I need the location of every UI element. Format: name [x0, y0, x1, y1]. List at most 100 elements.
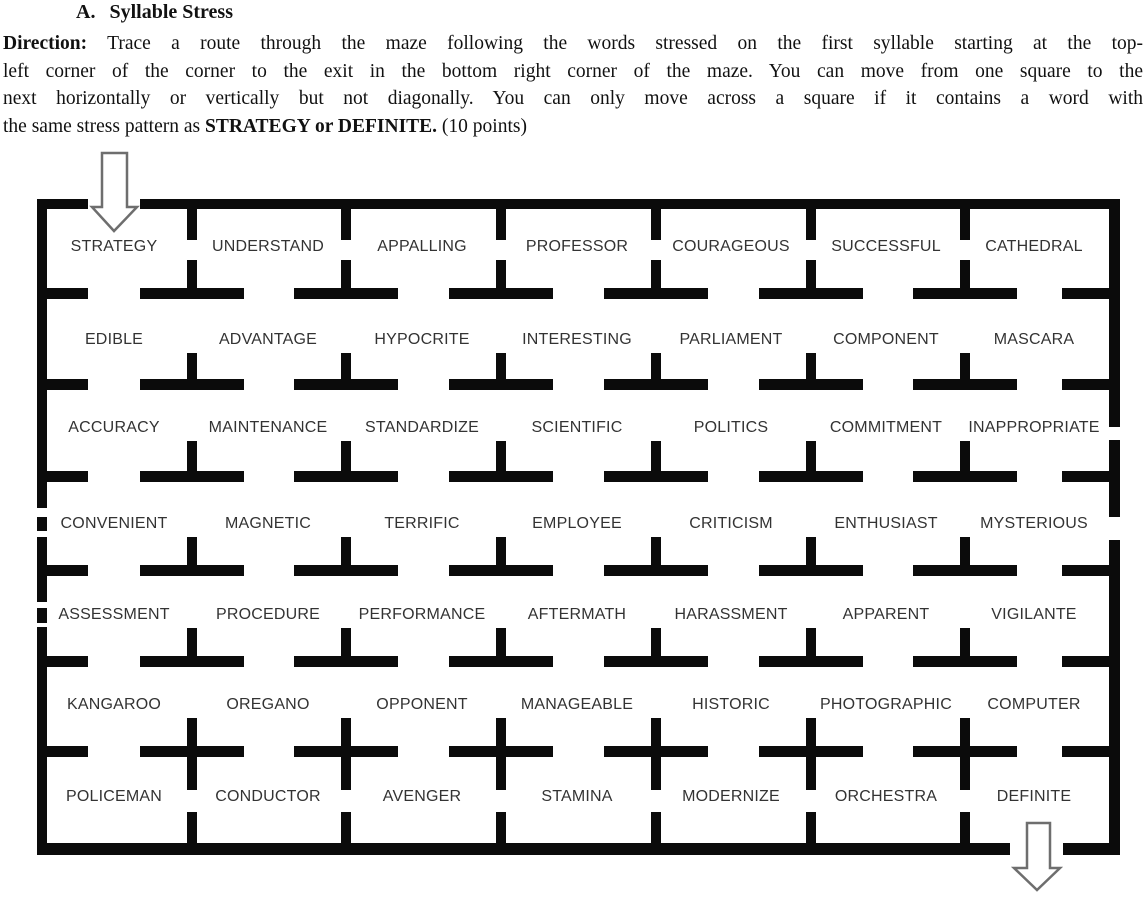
- maze-word: ASSESSMENT: [58, 606, 170, 623]
- maze-word: EMPLOYEE: [532, 515, 622, 532]
- maze-word: PROFESSOR: [525, 238, 629, 255]
- maze-wall-segment: [651, 628, 661, 667]
- maze-word: ACCURACY: [68, 419, 160, 436]
- direction-line-1: Direction: Trace a route through the maz…: [3, 33, 1143, 54]
- maze-wall-segment: [496, 628, 506, 667]
- maze-word: ENTHUSIAST: [834, 515, 938, 532]
- maze-word: PERFORMANCE: [358, 606, 486, 623]
- maze-word: STRATEGY: [70, 238, 158, 255]
- maze-wall-segment: [960, 260, 970, 299]
- maze-word: STAMINA: [541, 788, 613, 805]
- maze-wall-segment: [496, 260, 506, 299]
- maze-wall-segment: [37, 843, 1010, 855]
- maze-wall-segment: [37, 379, 88, 390]
- maze-wall-segment: [651, 353, 661, 390]
- maze-wall-segment: [1062, 471, 1120, 482]
- maze-word: TERRIFIC: [384, 515, 460, 532]
- maze-wall-segment: [1109, 540, 1120, 855]
- maze-wall-segment: [37, 517, 47, 531]
- maze-wall-segment: [37, 288, 88, 299]
- maze-wall-segment: [37, 656, 88, 667]
- maze-word: AFTERMATH: [527, 606, 627, 623]
- maze-word: HYPOCRITE: [374, 331, 470, 348]
- maze-word: UNDERSTAND: [212, 238, 324, 255]
- maze-wall-segment: [651, 260, 661, 299]
- maze-word: PROCEDURE: [215, 606, 321, 623]
- entrance-arrow-icon: [89, 151, 140, 233]
- maze-word: MANAGEABLE: [520, 696, 634, 713]
- maze-wall-segment: [651, 812, 661, 855]
- maze-word: COMPUTER: [987, 696, 1081, 713]
- maze-word: HISTORIC: [692, 696, 770, 713]
- maze-word: COURAGEOUS: [672, 238, 790, 255]
- maze-wall-segment: [1063, 843, 1120, 855]
- maze-wall-segment: [806, 718, 816, 790]
- maze-wall-segment: [341, 260, 351, 299]
- direction-line-3: next horizontally or vertically but not …: [3, 88, 1143, 110]
- maze-wall-segment: [960, 441, 970, 482]
- maze-wall-segment: [960, 205, 970, 240]
- maze-wall-segment: [341, 718, 351, 790]
- maze-wall-segment: [37, 471, 88, 482]
- maze-wall-segment: [187, 260, 197, 299]
- maze-wall-segment: [806, 812, 816, 855]
- maze-wall-segment: [1109, 199, 1120, 427]
- maze-wall-segment: [1062, 656, 1120, 667]
- maze-wall-segment: [187, 718, 197, 790]
- maze-wall-segment: [960, 718, 970, 790]
- maze-wall-segment: [341, 537, 351, 576]
- maze-word: PARLIAMENT: [679, 331, 783, 348]
- maze-word: VIGILANTE: [991, 606, 1077, 623]
- maze-word: STANDARDIZE: [365, 419, 479, 436]
- maze-word: AVENGER: [382, 788, 462, 805]
- maze-wall-segment: [37, 608, 47, 623]
- maze-word: MAGNETIC: [224, 515, 312, 532]
- maze-wall-segment: [806, 537, 816, 576]
- maze-word: ADVANTAGE: [218, 331, 318, 348]
- direction-paragraph: Direction: Trace a route through the maz…: [3, 30, 1143, 140]
- maze-word: CRITICISM: [689, 515, 773, 532]
- maze-wall-segment: [496, 441, 506, 482]
- maze-wall-segment: [37, 565, 88, 576]
- maze-wall-segment: [37, 746, 88, 757]
- maze-wall-segment: [140, 199, 1120, 209]
- section-title-text: Syllable Stress: [109, 1, 233, 23]
- maze-wall-segment: [806, 205, 816, 240]
- maze-word: MAINTENANCE: [208, 419, 328, 436]
- maze-wall-segment: [496, 205, 506, 240]
- maze-word: KANGAROO: [66, 696, 162, 713]
- maze-wall-segment: [651, 205, 661, 240]
- maze-wall-segment: [341, 441, 351, 482]
- stress-pattern-examples: STRATEGY or DEFINITE.: [204, 115, 438, 137]
- maze-wall-segment: [187, 353, 197, 390]
- direction-line-4: the same stress pattern as STRATEGY or D…: [3, 115, 527, 137]
- maze-word: SCIENTIFIC: [531, 419, 623, 436]
- maze-wall-segment: [1062, 565, 1120, 576]
- section-label: A.: [76, 1, 96, 23]
- maze-word: PHOTOGRAPHIC: [820, 696, 952, 713]
- maze-wall-segment: [1062, 746, 1120, 757]
- maze-word: POLICEMAN: [65, 788, 163, 805]
- maze-wall-segment: [806, 441, 816, 482]
- maze-wall-segment: [341, 812, 351, 855]
- maze-wall-segment: [37, 627, 47, 855]
- maze-word: MYSTERIOUS: [980, 515, 1088, 532]
- maze-word: APPALLING: [377, 238, 467, 255]
- maze-wall-segment: [187, 441, 197, 482]
- maze-wall-segment: [1062, 379, 1120, 390]
- maze-wall-segment: [651, 441, 661, 482]
- maze-word: INTERESTING: [522, 331, 632, 348]
- maze-word: POLITICS: [693, 419, 769, 436]
- maze-word: HARASSMENT: [674, 606, 788, 623]
- maze-wall-segment: [651, 718, 661, 790]
- maze-wall-segment: [187, 812, 197, 855]
- maze-word: COMPONENT: [833, 331, 939, 348]
- maze-wall-segment: [960, 628, 970, 667]
- maze-wall-segment: [496, 718, 506, 790]
- direction-line-2: left corner of the corner to the exit in…: [3, 60, 1143, 82]
- maze-wall-segment: [960, 537, 970, 576]
- maze-wall-segment: [960, 353, 970, 390]
